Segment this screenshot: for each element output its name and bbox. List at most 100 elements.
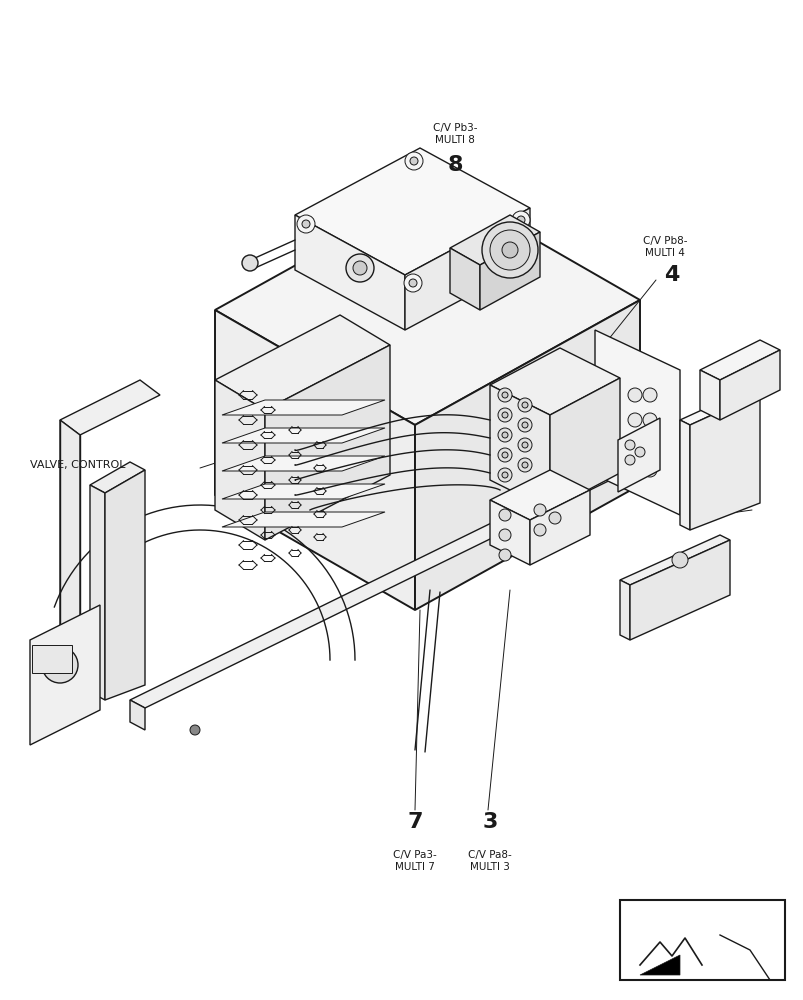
Polygon shape <box>719 350 779 420</box>
Bar <box>619 900 784 980</box>
Circle shape <box>521 422 528 428</box>
Circle shape <box>52 657 68 673</box>
Text: 4: 4 <box>663 265 679 285</box>
Polygon shape <box>450 248 479 310</box>
Circle shape <box>548 512 560 524</box>
Circle shape <box>517 458 532 472</box>
Circle shape <box>624 440 634 450</box>
Circle shape <box>403 274 422 292</box>
Circle shape <box>501 392 507 398</box>
Circle shape <box>410 157 418 165</box>
Bar <box>32 645 72 673</box>
Polygon shape <box>130 460 634 708</box>
Circle shape <box>353 261 366 275</box>
Polygon shape <box>689 393 759 530</box>
Circle shape <box>501 412 507 418</box>
Circle shape <box>517 418 532 432</box>
Polygon shape <box>222 484 385 499</box>
Circle shape <box>627 388 642 402</box>
Circle shape <box>512 211 529 229</box>
Circle shape <box>516 216 524 224</box>
Polygon shape <box>105 470 145 700</box>
Polygon shape <box>489 385 549 510</box>
Circle shape <box>42 647 78 683</box>
Circle shape <box>627 463 642 477</box>
Polygon shape <box>214 315 389 410</box>
Polygon shape <box>549 378 619 510</box>
Polygon shape <box>489 348 619 415</box>
Polygon shape <box>214 380 265 540</box>
Polygon shape <box>630 540 729 640</box>
Text: 8: 8 <box>446 155 463 175</box>
Circle shape <box>642 388 656 402</box>
Polygon shape <box>214 310 414 610</box>
Text: VALVE, CONTROL: VALVE, CONTROL <box>30 460 125 470</box>
Text: 3: 3 <box>482 812 497 832</box>
Polygon shape <box>30 605 100 745</box>
Circle shape <box>533 504 545 516</box>
Polygon shape <box>90 462 145 493</box>
Circle shape <box>497 468 512 482</box>
Polygon shape <box>405 208 529 330</box>
Polygon shape <box>594 330 679 515</box>
Circle shape <box>521 462 528 468</box>
Circle shape <box>501 452 507 458</box>
Circle shape <box>642 438 656 452</box>
Circle shape <box>482 222 537 278</box>
Polygon shape <box>295 215 405 330</box>
Circle shape <box>296 215 315 233</box>
Circle shape <box>627 413 642 427</box>
Text: C/V Pa3-
MULTI 7: C/V Pa3- MULTI 7 <box>393 850 436 872</box>
Polygon shape <box>222 428 385 443</box>
Text: 7: 7 <box>407 812 422 832</box>
Circle shape <box>517 438 532 452</box>
Circle shape <box>409 279 417 287</box>
Circle shape <box>624 455 634 465</box>
Circle shape <box>242 255 258 271</box>
Circle shape <box>497 448 512 462</box>
Polygon shape <box>130 700 145 730</box>
Circle shape <box>345 254 373 282</box>
Polygon shape <box>295 148 529 275</box>
Circle shape <box>521 442 528 448</box>
Circle shape <box>489 230 529 270</box>
Circle shape <box>517 398 532 412</box>
Circle shape <box>405 152 422 170</box>
Polygon shape <box>60 380 160 435</box>
Text: C/V Pb3-
MULTI 8: C/V Pb3- MULTI 8 <box>432 123 477 145</box>
Circle shape <box>501 472 507 478</box>
Polygon shape <box>619 535 729 585</box>
Circle shape <box>497 428 512 442</box>
Polygon shape <box>618 418 659 492</box>
Text: C/V Pa8-
MULTI 3: C/V Pa8- MULTI 3 <box>467 850 512 872</box>
Polygon shape <box>222 512 385 527</box>
Circle shape <box>642 413 656 427</box>
Polygon shape <box>679 388 759 425</box>
Circle shape <box>302 220 310 228</box>
Polygon shape <box>489 500 529 565</box>
Polygon shape <box>619 580 630 640</box>
Circle shape <box>634 447 644 457</box>
Circle shape <box>499 509 511 521</box>
Polygon shape <box>450 215 540 265</box>
Polygon shape <box>529 490 589 565</box>
Circle shape <box>521 402 528 408</box>
Circle shape <box>497 408 512 422</box>
Circle shape <box>497 388 512 402</box>
Polygon shape <box>679 420 689 530</box>
Circle shape <box>627 438 642 452</box>
Circle shape <box>533 524 545 536</box>
Text: C/V Pb8-
MULTI 4: C/V Pb8- MULTI 4 <box>642 236 687 258</box>
Polygon shape <box>699 370 719 420</box>
Circle shape <box>499 549 511 561</box>
Circle shape <box>642 463 656 477</box>
Circle shape <box>190 725 200 735</box>
Circle shape <box>499 529 511 541</box>
Polygon shape <box>60 420 80 660</box>
Circle shape <box>501 432 507 438</box>
Polygon shape <box>214 185 639 425</box>
Polygon shape <box>639 955 679 975</box>
Polygon shape <box>90 485 105 700</box>
Polygon shape <box>489 470 589 520</box>
Polygon shape <box>265 345 389 540</box>
